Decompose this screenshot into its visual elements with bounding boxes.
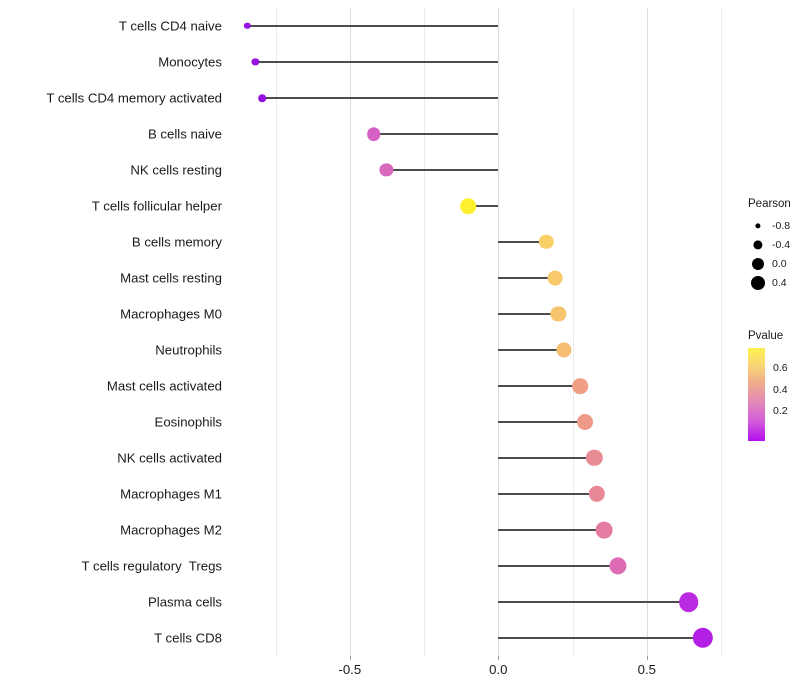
lollipop-point[interactable] [258, 94, 266, 102]
lollipop-stem [255, 61, 499, 63]
x-axis-tick-label: 0.0 [489, 662, 508, 677]
colorbar-wrap: 0.6 0.4 0.2 [748, 348, 800, 441]
lollipop-stem [498, 385, 580, 387]
colorbar-tick [765, 389, 768, 391]
y-axis-labels: T cells CD4 naive Monocytes T cells CD4 me… [0, 8, 222, 656]
lollipop-point[interactable] [539, 234, 554, 250]
gridline-major [349, 8, 351, 656]
y-axis-tick-label: T cells CD8 [154, 630, 222, 646]
legend-size-label: 0.4 [772, 276, 787, 289]
y-axis-tick-label: Monocytes [158, 54, 222, 70]
legend-size-entry: -0.4 [748, 235, 800, 254]
y-axis-tick-label: B cells memory [131, 234, 222, 250]
colorbar-tick [765, 411, 768, 413]
lollipop-stem [386, 169, 499, 171]
lollipop-stem [498, 349, 565, 351]
legend-size-entry: 0.0 [748, 254, 800, 273]
lollipop-point[interactable] [678, 592, 699, 612]
lollipop-stem [498, 601, 689, 603]
y-axis-tick-label: Mast cells activated [106, 378, 222, 394]
lollipop-point[interactable] [556, 342, 572, 358]
plot-panel [231, 8, 730, 656]
lollipop-stem [498, 493, 597, 495]
lollipop-stem [498, 457, 595, 459]
x-axis-tick [498, 656, 500, 660]
gridline-major [498, 8, 500, 656]
x-axis: -0.5 0.0 0.5 [231, 656, 730, 686]
x-axis-tick-label: -0.5 [338, 662, 362, 677]
x-axis-tick-label: 0.5 [637, 662, 656, 677]
lollipop-point[interactable] [460, 198, 476, 214]
lollipop-stem [498, 421, 586, 423]
lollipop-stem [498, 565, 618, 567]
pvalue-colorbar [748, 348, 765, 441]
y-axis-tick-label: Macrophages M1 [120, 486, 222, 502]
y-axis-tick-label: T cells regulatory Tregs [81, 558, 222, 574]
colorbar-tick-label: 0.2 [773, 405, 788, 418]
gridline-major [646, 8, 648, 656]
legend-size-label: -0.8 [772, 219, 791, 232]
y-axis-tick-label: T cells CD4 memory activated [46, 90, 222, 106]
legend-size-entry: 0.4 [748, 273, 800, 292]
lollipop-point[interactable] [692, 627, 714, 649]
lollipop-point[interactable] [586, 449, 603, 467]
gridline-minor [424, 8, 426, 656]
legend-size-label: -0.4 [772, 238, 791, 251]
y-axis-tick-label: Neutrophils [155, 342, 222, 358]
lollipop-stem [498, 241, 547, 243]
lollipop-point[interactable] [547, 270, 563, 286]
y-axis-tick-label: NK cells resting [130, 162, 222, 178]
y-axis-tick-label: Eosinophils [154, 414, 222, 430]
lollipop-stem [498, 313, 559, 315]
colorbar-tick-label: 0.4 [773, 383, 788, 396]
lollipop-stem [262, 97, 499, 99]
gridline-minor [275, 8, 277, 656]
y-axis-tick-label: Mast cells resting [120, 270, 222, 286]
lollipop-point[interactable] [550, 306, 566, 322]
legend-size-entry: -0.8 [748, 216, 800, 235]
y-axis-tick-label: T cells CD4 naive [118, 18, 222, 34]
legend-pearson-entries: -0.8 -0.4 0.0 0.4 [748, 216, 800, 292]
gridline-minor [572, 8, 574, 656]
gridline-minor [721, 8, 723, 656]
legend-size-dot [751, 275, 765, 290]
legend-size-dot [753, 239, 763, 250]
lollipop-point[interactable] [251, 58, 259, 66]
legend-pvalue-title: Pvalue [748, 330, 784, 342]
y-axis-tick-label: Macrophages M2 [120, 522, 222, 538]
legend-pearson: Pearson -0.8 -0.4 0.0 0.4 [748, 198, 800, 292]
legend-pearson-title: Pearson [748, 198, 791, 210]
lollipop-point[interactable] [379, 163, 393, 177]
y-axis-tick-label: NK cells activated [117, 450, 222, 466]
legend-size-label: 0.0 [772, 257, 787, 270]
lollipop-point[interactable] [588, 485, 606, 503]
y-axis-tick-label: Macrophages M0 [120, 306, 222, 322]
lollipop-stem [498, 529, 605, 531]
legend-size-dot [755, 222, 761, 229]
colorbar-tick [765, 368, 768, 370]
lollipop-stem [468, 205, 499, 207]
lollipop-stem [373, 133, 499, 135]
x-axis-tick [349, 656, 351, 660]
y-axis-tick-label: T cells follicular helper [91, 198, 222, 214]
y-axis-tick-label: B cells naive [147, 126, 222, 142]
lollipop-point[interactable] [609, 557, 627, 575]
lollipop-point[interactable] [366, 127, 381, 141]
lollipop-point[interactable] [244, 22, 251, 30]
lollipop-point[interactable] [577, 414, 594, 430]
colorbar-tick-label: 0.6 [773, 362, 788, 375]
lollipop-point[interactable] [572, 378, 588, 394]
lollipop-stem [498, 277, 556, 279]
x-axis-tick [646, 656, 648, 660]
lollipop-stem [247, 25, 499, 27]
legend-pvalue: Pvalue 0.6 0.4 0.2 [748, 330, 800, 441]
lollipop-stem [498, 637, 703, 639]
lollipop-point[interactable] [595, 521, 613, 539]
legend-size-dot [752, 257, 764, 270]
y-axis-tick-label: Plasma cells [147, 594, 222, 610]
